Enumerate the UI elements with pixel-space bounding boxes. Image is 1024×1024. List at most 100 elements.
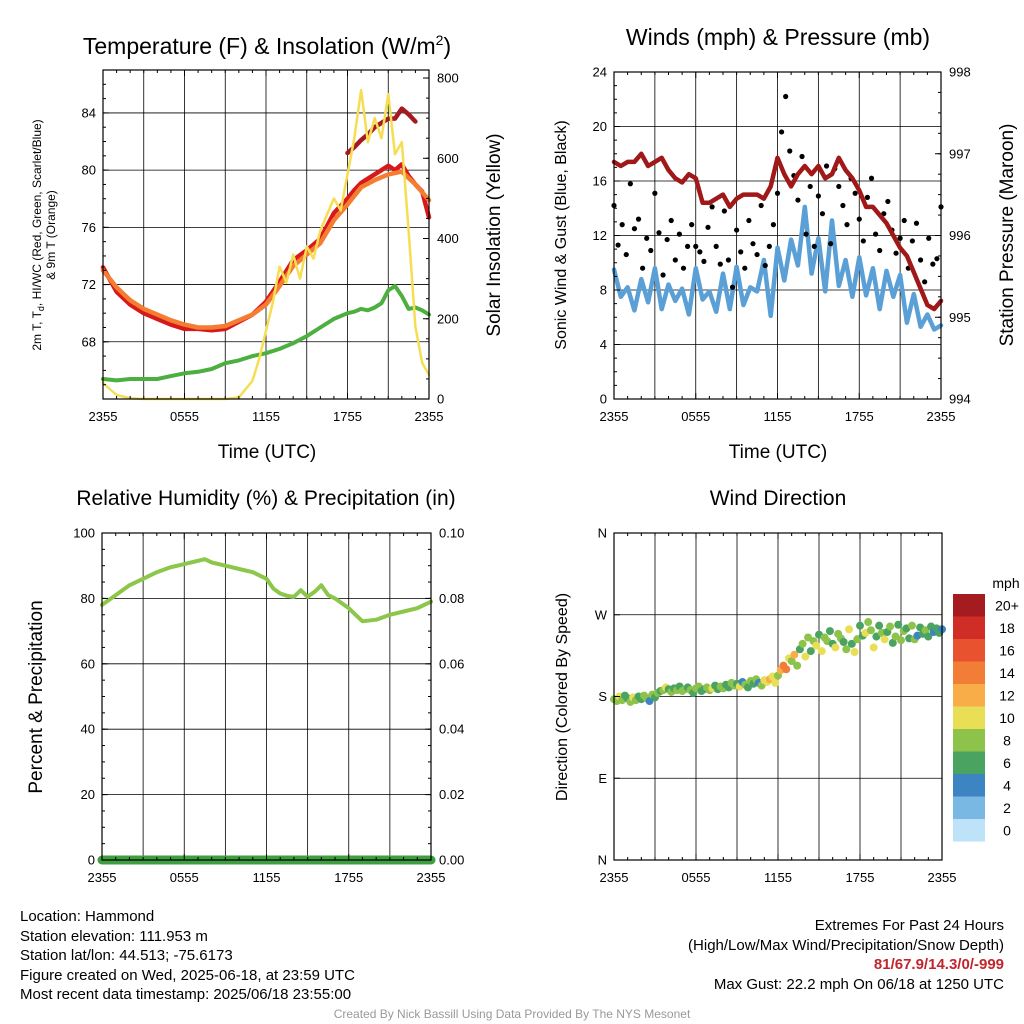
wind-direction-title: Wind Direction	[710, 487, 847, 510]
gust-point	[913, 220, 920, 226]
humidity-x-tick-labels: 2355 0555 1155 1755 2355	[88, 870, 446, 885]
gust-point	[705, 224, 711, 230]
gust-point	[701, 258, 707, 264]
wind-direction-point	[888, 638, 897, 647]
gust-series	[611, 93, 944, 290]
wind-direction-point	[894, 620, 903, 629]
gust-point	[860, 238, 866, 244]
gust-point	[717, 261, 723, 267]
wind-direction-points	[610, 618, 946, 706]
gust-point	[844, 222, 850, 228]
temperature-ylabel-line1: 2m T, Td, HI/WC (Red, Green, Scarlet/Blu…	[30, 119, 46, 350]
wind-direction-point	[845, 625, 854, 634]
wind-ylabel: Sonic Wind & Gust (Blue, Black)	[553, 120, 570, 349]
gust-point	[713, 243, 719, 249]
gust-point	[693, 243, 699, 249]
gust-point	[811, 243, 817, 249]
y2-tick-label: 0	[437, 392, 444, 407]
y-tick-label: 20	[81, 787, 95, 802]
x-tick-label: 0555	[170, 409, 199, 424]
gust-point	[807, 183, 813, 190]
gust-point	[897, 235, 903, 241]
gust-point	[746, 217, 752, 224]
precipitation-y-tick-labels: 0.00 0.02 0.04 0.06 0.08 0.10	[439, 526, 464, 868]
gust-point	[803, 231, 809, 237]
x-tick-label: 0555	[682, 870, 711, 885]
temperature-grid	[103, 70, 429, 399]
wind-direction-ylabel: Direction (Colored By Speed)	[554, 593, 571, 801]
legend-swatch	[953, 594, 985, 617]
y-tick-label: 84	[82, 105, 96, 120]
winds-ticks	[613, 71, 942, 400]
extremes-values: 81/67.9/14.3/0/-999	[873, 956, 1004, 973]
gust-point	[901, 217, 907, 224]
gust-point	[856, 216, 862, 222]
gust-point	[873, 231, 879, 237]
temperature-xlabel: Time (UTC)	[218, 442, 317, 463]
gust-point	[836, 183, 842, 190]
wind-direction-point	[886, 622, 895, 631]
y2-tick-label: 400	[437, 231, 459, 246]
gust-point	[754, 251, 760, 258]
humidity-title: Relative Humidity (%) & Precipitation (i…	[76, 487, 455, 510]
gust-point	[750, 241, 756, 247]
y-tick-label: S	[598, 689, 607, 704]
legend-label: 6	[1003, 755, 1011, 771]
x-tick-label: 1755	[845, 409, 874, 424]
gust-point	[762, 262, 768, 269]
temperature-title: Temperature (F) & Insolation (W/m2)	[83, 32, 451, 59]
extremes-subtitle: (High/Low/Max Wind/Precipitation/Snow De…	[688, 936, 1004, 954]
winds-xlabel: Time (UTC)	[729, 442, 828, 463]
gust-point	[930, 261, 936, 267]
wind-direction-point	[866, 626, 875, 635]
y2-tick-label: 0.06	[439, 656, 464, 671]
y2-tick-label: 0.08	[439, 591, 464, 606]
insolation-ylabel: Solar Insolation (Yellow)	[484, 133, 505, 336]
speed-legend-title: mph	[992, 575, 1019, 591]
wind-direction-point	[817, 647, 826, 656]
y-tick-label: 24	[593, 65, 607, 80]
sonic-wind-line	[611, 204, 944, 332]
y-tick-label: W	[595, 607, 608, 622]
y-tick-label: 100	[73, 526, 95, 541]
gust-point	[795, 197, 801, 203]
gust-point	[680, 265, 687, 271]
gust-point	[787, 148, 793, 154]
y-tick-label: 40	[81, 722, 95, 737]
legend-swatch	[953, 796, 985, 819]
gust-point	[893, 250, 899, 256]
x-tick-label: 2355	[89, 409, 118, 424]
station-info: Location: Hammond Station elevation: 111…	[20, 907, 355, 1005]
wind-direction-point	[880, 635, 889, 644]
wind-direction-point	[842, 645, 851, 654]
y-tick-label: 16	[593, 174, 607, 189]
gust-point	[652, 190, 658, 196]
wind-direction-point	[806, 647, 815, 656]
x-tick-label: 0555	[681, 409, 710, 424]
wind-y-tick-labels: 0 4 8 12 16 20 24	[593, 65, 607, 407]
y2-tick-label: 0.04	[439, 722, 464, 737]
gust-point	[774, 190, 781, 196]
wind-direction-point	[771, 678, 780, 687]
gust-point	[648, 247, 654, 254]
hi-wc-line	[345, 106, 418, 156]
extremes-block: Extremes For Past 24 Hours (High/Low/Max…	[688, 916, 1004, 994]
legend-label: 4	[1003, 777, 1011, 793]
y-tick-label: 76	[82, 220, 96, 235]
x-tick-label: 0555	[170, 870, 199, 885]
legend-swatch	[953, 751, 985, 774]
gust-point	[770, 222, 777, 228]
gust-point	[721, 208, 727, 214]
gust-point	[799, 153, 805, 160]
x-tick-label: 2355	[600, 870, 629, 885]
insolation-y-tick-labels: 0 200 400 600 800	[437, 71, 459, 407]
gust-point	[729, 284, 736, 290]
y2-tick-label: 994	[949, 392, 971, 407]
temperature-y-tick-labels: 68 72 76 80 84	[82, 105, 96, 349]
gust-point	[672, 257, 678, 263]
winds-series	[611, 93, 944, 332]
y-tick-label: 68	[82, 334, 96, 349]
y-tick-label: 12	[593, 228, 607, 243]
humidity-grid	[102, 533, 431, 860]
